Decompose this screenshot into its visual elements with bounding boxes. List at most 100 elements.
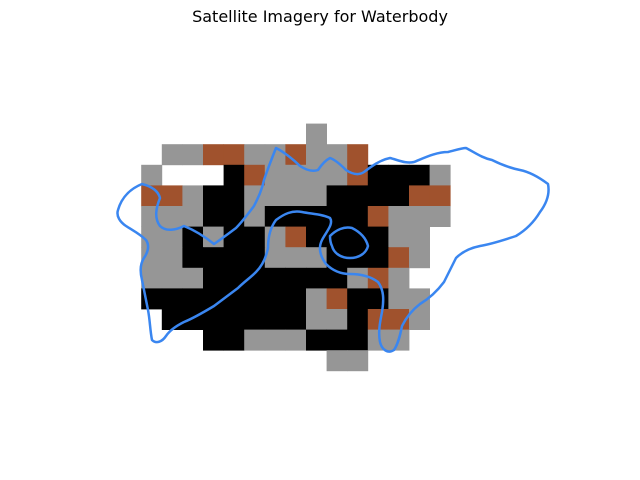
raster-cell-land: [326, 309, 348, 330]
raster-cell-water: [367, 288, 389, 310]
raster-cell-land: [264, 164, 286, 186]
raster-cell-water: [326, 329, 348, 351]
raster-cell-land: [409, 247, 430, 269]
raster-cell-water: [203, 206, 224, 227]
raster-cell-land: [429, 164, 451, 186]
raster-cell-land: [326, 164, 348, 186]
raster-cell-land: [306, 144, 327, 166]
raster-cell-water: [347, 226, 369, 248]
raster-cell-water: [244, 288, 266, 310]
raster-cell-land: [161, 144, 183, 166]
raster-cell-land: [264, 329, 286, 351]
waterbody-outline: [116, 146, 550, 353]
raster-cell-land: [367, 329, 389, 351]
raster-cell-water: [409, 164, 430, 186]
raster-cell-soil: [429, 185, 451, 207]
raster-cell-water: [223, 267, 245, 289]
raster-cell-water: [161, 288, 183, 310]
raster-cell-water: [223, 185, 245, 207]
raster-cell-land: [347, 267, 369, 289]
raster-cell-land: [347, 350, 369, 372]
raster-cell-land: [409, 309, 430, 330]
raster-cell-water: [326, 247, 348, 269]
raster-cell-water: [244, 226, 266, 248]
raster-cell-soil: [161, 185, 183, 207]
raster-cell-water: [367, 247, 389, 269]
raster-cell-land: [182, 185, 204, 207]
raster-cell-water: [388, 164, 410, 186]
raster-cell-land: [409, 206, 430, 227]
raster-cell-land: [429, 206, 451, 227]
raster-cell-land: [182, 144, 204, 166]
raster-cell-land: [161, 226, 183, 248]
raster-cell-water: [203, 247, 224, 269]
raster-cell-water: [306, 329, 327, 351]
raster-cell-water: [161, 309, 183, 330]
raster-cell-water: [244, 267, 266, 289]
raster-cell-water: [367, 164, 389, 186]
raster-cell-soil: [367, 267, 389, 289]
raster-cell-land: [306, 309, 327, 330]
raster-cell-water: [203, 309, 224, 330]
raster-cell-land: [285, 247, 307, 269]
raster-cell-water: [285, 206, 307, 227]
raster-cell-land: [409, 288, 430, 310]
raster-cell-land: [306, 164, 327, 186]
raster-cell-land: [244, 329, 266, 351]
raster-cell-water: [223, 164, 245, 186]
raster-cell-water: [264, 206, 286, 227]
raster-cell-water: [306, 267, 327, 289]
raster-cell-water: [326, 185, 348, 207]
raster-cell-land: [306, 288, 327, 310]
raster-cell-water: [347, 185, 369, 207]
raster-cell-water: [347, 309, 369, 330]
raster-cell-land: [388, 288, 410, 310]
raster-cell-land: [161, 267, 183, 289]
raster-cell-soil: [367, 309, 389, 330]
raster-cell-water: [285, 288, 307, 310]
raster-cell-soil: [285, 144, 307, 166]
raster-cell-land: [264, 247, 286, 269]
raster-cell-water: [285, 267, 307, 289]
raster-cell-water: [223, 329, 245, 351]
raster-cell-land: [409, 226, 430, 248]
raster-cell-land: [264, 185, 286, 207]
raster-cell-water: [285, 309, 307, 330]
raster-cell-water: [203, 267, 224, 289]
raster-cell-water: [223, 247, 245, 269]
raster-cell-land: [306, 247, 327, 269]
raster-cell-soil: [388, 247, 410, 269]
raster-cell-land: [141, 164, 163, 186]
raster-cell-water: [182, 309, 204, 330]
raster-cell-water: [347, 206, 369, 227]
raster-cell-soil: [388, 309, 410, 330]
raster-cell-water: [264, 309, 286, 330]
raster-cell-land: [141, 267, 163, 289]
raster-cell-land: [203, 226, 224, 248]
raster-cell-land: [285, 185, 307, 207]
raster-cell-water: [264, 267, 286, 289]
raster-cell-soil: [367, 206, 389, 227]
raster-cell-land: [182, 267, 204, 289]
raster-cell-land: [326, 350, 348, 372]
raster-cell-soil: [326, 288, 348, 310]
raster-cell-water: [347, 329, 369, 351]
raster-cell-land: [388, 226, 410, 248]
raster-cell-land: [285, 329, 307, 351]
raster-cell-soil: [347, 144, 369, 166]
raster-cell-soil: [285, 226, 307, 248]
raster-cell-water: [388, 185, 410, 207]
raster-cell-land: [182, 206, 204, 227]
raster-cell-water: [203, 329, 224, 351]
raster-cell-land: [306, 185, 327, 207]
raster-cell-soil: [223, 144, 245, 166]
raster-cell-land: [161, 247, 183, 269]
raster-cell-land: [161, 206, 183, 227]
raster-cell-water: [223, 309, 245, 330]
raster-cell-water: [244, 309, 266, 330]
raster-cell-water: [203, 288, 224, 310]
raster-cell-land: [306, 123, 327, 145]
raster-cell-water: [367, 185, 389, 207]
raster-cell-water: [306, 206, 327, 227]
